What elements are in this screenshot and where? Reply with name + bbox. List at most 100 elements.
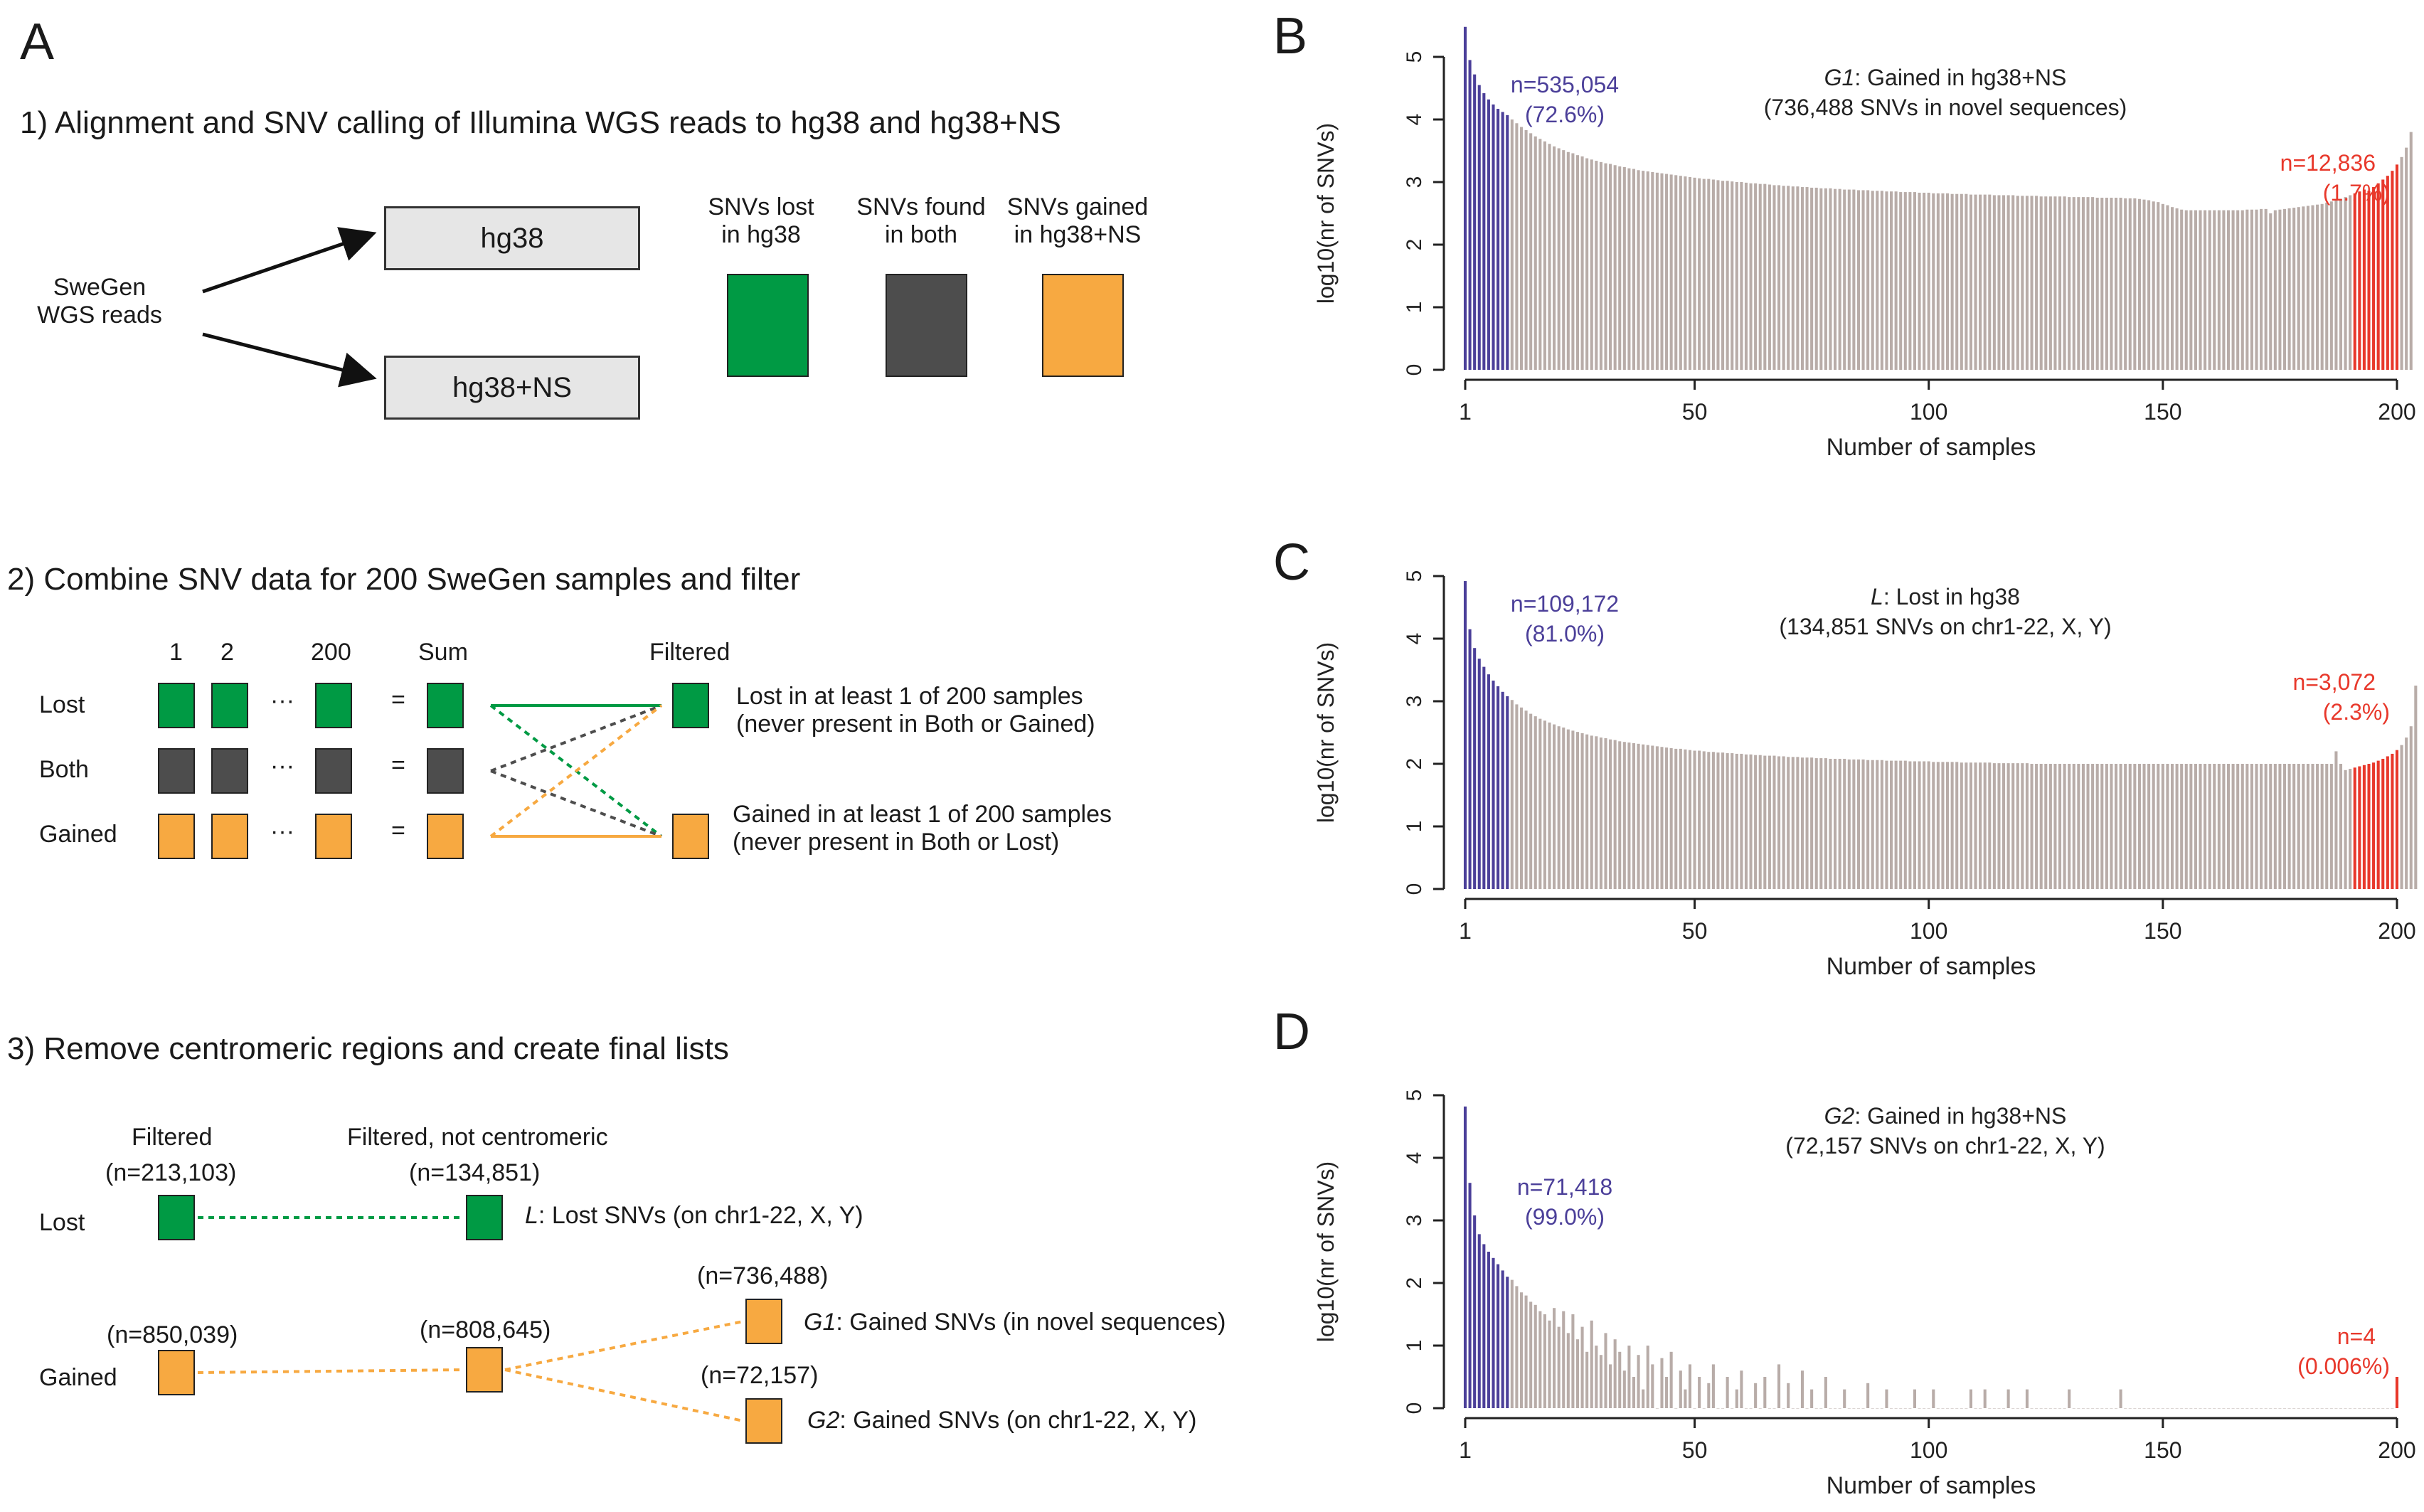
bar-19	[1548, 722, 1551, 889]
bar-63	[1754, 183, 1758, 370]
bar-113	[1988, 1408, 1992, 1409]
bar-164	[2226, 210, 2231, 370]
bar-14	[1524, 129, 1528, 370]
bar-98	[1918, 1408, 1921, 1409]
bar-34	[1618, 166, 1622, 370]
bar-146	[2142, 199, 2146, 370]
bar-38	[1637, 743, 1640, 889]
bar-101	[1932, 762, 1935, 889]
bar-151	[2166, 1408, 2169, 1409]
bar-55	[1716, 180, 1720, 371]
step2-title: 2) Combine SNV data for 200 SweGen sampl…	[7, 562, 801, 597]
x-tick-label-50: 50	[1682, 399, 1708, 425]
bar-131	[2072, 764, 2075, 889]
bar-12	[1515, 704, 1519, 889]
bar-152	[2170, 764, 2174, 889]
bar-112	[1983, 762, 1987, 889]
bar-113	[1988, 762, 1992, 889]
bar-64	[1758, 755, 1762, 889]
bar-15	[1529, 133, 1533, 371]
both-dashed-line-2	[490, 770, 662, 838]
both-sum	[427, 748, 464, 794]
bar-142	[2124, 1408, 2127, 1409]
bar-188	[2339, 1408, 2343, 1409]
gained-ellipsis: ···	[270, 818, 294, 845]
bar-155	[2184, 764, 2188, 889]
bar-154	[2180, 209, 2184, 370]
bar-186	[2329, 201, 2333, 370]
bar-62	[1749, 754, 1753, 889]
bar-149	[2157, 202, 2160, 370]
bar-purple-3	[1473, 648, 1477, 889]
bar-54	[1711, 1364, 1715, 1408]
bar-101	[1932, 1389, 1935, 1408]
bar-125	[2044, 1408, 2048, 1409]
bar-44	[1665, 747, 1669, 889]
bar-30	[1599, 161, 1602, 370]
bar-189	[2344, 197, 2347, 370]
bar-89	[1876, 1408, 1879, 1409]
bar-83	[1847, 189, 1851, 370]
bar-100	[1927, 192, 1930, 370]
bar-purple-4	[1477, 659, 1481, 889]
step3-filtered-notcen-label: Filtered, not centromeric	[347, 1124, 608, 1151]
bar-purple-9	[1501, 1270, 1504, 1408]
bar-115	[1997, 1408, 2001, 1409]
bar-purple-5	[1482, 1244, 1486, 1408]
bar-19	[1548, 1320, 1551, 1408]
bar-24	[1571, 1314, 1575, 1408]
bar-156	[2189, 210, 2193, 370]
bar-purple-6	[1487, 1252, 1490, 1408]
bar-red-199	[2391, 171, 2394, 370]
bar-36	[1627, 742, 1631, 889]
bar-193	[2362, 1408, 2366, 1409]
bar-177	[2287, 764, 2291, 889]
bar-89	[1876, 760, 1879, 889]
bar-purple-6	[1487, 674, 1490, 889]
chart-subtitle: (134,851 SNVs on chr1-22, X, Y)	[1779, 614, 2111, 639]
bar-95	[1903, 192, 1907, 370]
bar-165	[2231, 1408, 2235, 1409]
bar-42	[1655, 1408, 1659, 1409]
bar-122	[2030, 196, 2034, 370]
bar-114	[1992, 195, 1996, 370]
bar-89	[1876, 191, 1879, 370]
bar-39	[1642, 744, 1645, 889]
bar-red-196	[2376, 760, 2380, 889]
both-equals: =	[391, 752, 405, 779]
bar-26	[1580, 1326, 1584, 1408]
bar-64	[1758, 1408, 1762, 1409]
bar-149	[2157, 764, 2160, 889]
bar-108	[1965, 1408, 1968, 1409]
lost-desc: Lost in at least 1 of 200 samples (never…	[736, 683, 1095, 738]
bar-102	[1936, 193, 1940, 370]
bar-141	[2119, 764, 2122, 889]
right-note-percent: (2.3%)	[2323, 699, 2390, 725]
right-note-count: n=12,836	[2280, 150, 2376, 176]
bar-76	[1814, 758, 1818, 889]
bar-111	[1979, 762, 1982, 889]
bar-71	[1791, 757, 1795, 889]
bar-161	[2213, 764, 2216, 889]
bar-41	[1651, 171, 1654, 371]
bar-61	[1744, 182, 1748, 370]
bar-173	[2269, 1408, 2272, 1409]
bar-149	[2157, 1408, 2160, 1409]
bar-24	[1571, 730, 1575, 889]
bar-107	[1960, 1408, 1963, 1409]
bar-red-200	[2395, 750, 2399, 889]
bar-111	[1979, 194, 1982, 370]
bar-85	[1856, 1408, 1861, 1409]
bar-88	[1871, 760, 1874, 889]
bar-47	[1679, 176, 1682, 370]
bar-118	[2011, 195, 2015, 370]
right-note-percent: (1.7%)	[2323, 180, 2390, 206]
bar-170	[2255, 209, 2258, 370]
bar-154	[2180, 764, 2184, 889]
bar-153	[2175, 764, 2179, 889]
bar-121	[2025, 196, 2029, 370]
bar-167	[2240, 210, 2244, 370]
bar-152	[2170, 1408, 2174, 1409]
bar-181	[2306, 1408, 2309, 1409]
